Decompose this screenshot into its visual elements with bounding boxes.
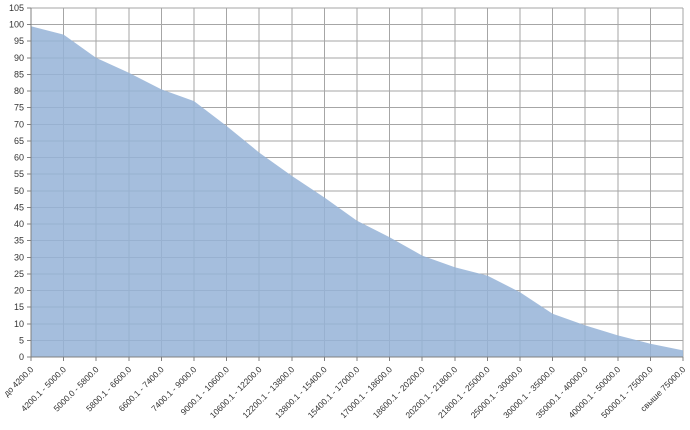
y-tick-label: 55 [14,169,24,179]
y-tick-label: 45 [14,202,24,212]
y-tick-label: 40 [14,219,24,229]
y-tick-label: 60 [14,153,24,163]
y-tick-label: 25 [14,269,24,279]
x-tick-label: до 4200.0 [1,364,35,398]
y-tick-label: 90 [14,53,24,63]
y-tick-label: 85 [14,69,24,79]
y-tick-label: 105 [9,3,24,13]
y-tick-label: 70 [14,119,24,129]
axes [27,7,684,361]
y-tick-label: 35 [14,236,24,246]
y-tick-label: 65 [14,136,24,146]
y-tick-label: 30 [14,252,24,262]
y-tick-label: 20 [14,286,24,296]
y-tick-label: 95 [14,36,24,46]
y-tick-label: 15 [14,302,24,312]
y-tick-label: 100 [9,20,24,30]
y-tick-label: 80 [14,86,24,96]
y-tick-label: 5 [19,335,24,345]
y-tick-label: 50 [14,186,24,196]
y-axis-labels: 0 5 10 15 20 25 30 35 40 45 50 55 60 65 70 75 80 85 90 95 10… [9,3,24,362]
y-tick-label: 75 [14,103,24,113]
y-tick-label: 10 [14,319,24,329]
area-series [31,26,683,358]
y-tick-label: 0 [19,352,24,362]
